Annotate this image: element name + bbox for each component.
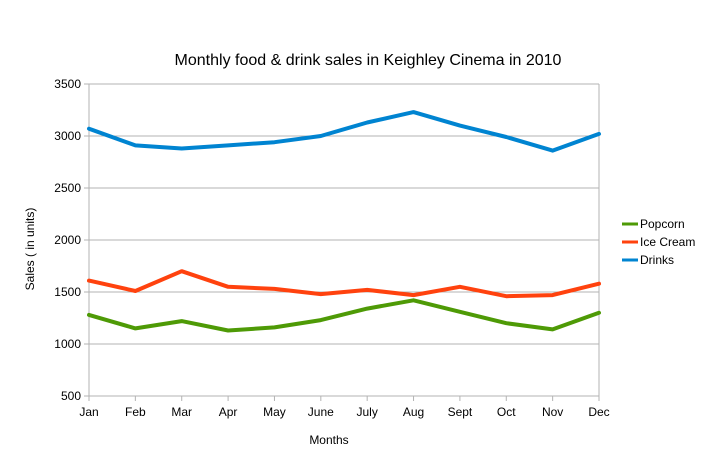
axes	[88, 84, 600, 401]
series-lines	[87, 110, 601, 333]
y-tick-label: 500	[61, 389, 81, 403]
legend-label: Ice Cream	[640, 235, 695, 249]
legend-label: Drinks	[640, 253, 674, 267]
x-tick-label: Apr	[219, 405, 238, 419]
x-tick-label: Nov	[542, 405, 563, 419]
series-line-drinks	[87, 110, 601, 153]
x-tick-label: Sept	[448, 405, 473, 419]
chart-title: Monthly food & drink sales in Keighley C…	[175, 52, 562, 69]
x-tick-label: June	[308, 405, 334, 419]
x-tick-label: Dec	[588, 405, 609, 419]
x-tick-label: Jan	[79, 405, 98, 419]
x-axis-title: Months	[309, 433, 348, 447]
y-tick-label: 1000	[54, 337, 81, 351]
x-tick-label: Feb	[125, 405, 146, 419]
x-tick-label: July	[357, 405, 378, 419]
x-tick-label: Aug	[403, 405, 424, 419]
x-tick-label: May	[263, 405, 286, 419]
y-axis-title: Sales ( in units)	[23, 208, 37, 291]
y-tick-label: 3000	[54, 129, 81, 143]
series-line-ice-cream	[87, 269, 601, 299]
x-tick-label: Oct	[497, 405, 516, 419]
x-tick-labels: Jan Feb Mar Apr May June July Aug Sept Oct Nov Dec	[79, 405, 609, 419]
x-tick-label: Mar	[171, 405, 192, 419]
y-tick-labels: 500 1000 1500 2000 2500 3000 3500	[54, 77, 81, 403]
y-tick-label: 2500	[54, 181, 81, 195]
legend: Popcorn Ice Cream Drinks	[622, 217, 695, 267]
legend-label: Popcorn	[640, 217, 685, 231]
y-tick-label: 2000	[54, 233, 81, 247]
y-tick-label: 3500	[54, 77, 81, 91]
y-tick-label: 1500	[54, 285, 81, 299]
series-line-popcorn	[87, 298, 601, 333]
